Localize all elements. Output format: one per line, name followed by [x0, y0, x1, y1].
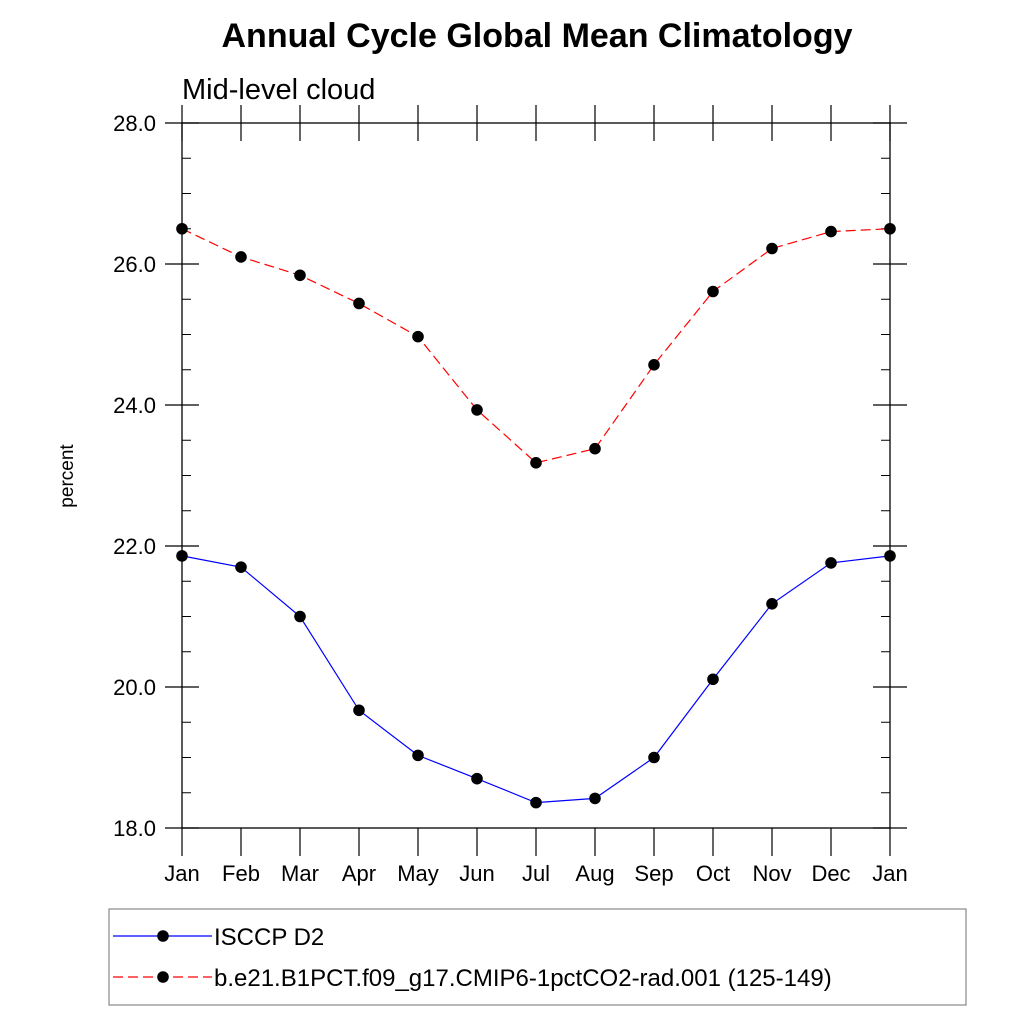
data-point [766, 242, 778, 255]
legend-label-1: ISCCP D2 [214, 924, 324, 951]
data-point [530, 796, 542, 809]
data-point [353, 297, 365, 310]
legend-marker [157, 971, 169, 983]
data-point [294, 610, 306, 623]
y-tick-label: 24.0 [113, 393, 156, 418]
data-point [884, 550, 896, 562]
data-point [176, 222, 188, 235]
data-point [825, 225, 837, 238]
x-tick-label: Aug [575, 861, 614, 886]
x-tick-label: Nov [752, 861, 791, 886]
data-point [471, 404, 483, 416]
y-tick-label: 18.0 [113, 816, 156, 841]
plot-frame [181, 122, 891, 829]
y-tick-label: 20.0 [113, 675, 156, 700]
x-tick-label: Jun [459, 861, 494, 886]
data-point [412, 749, 424, 762]
legend: ISCCP D2 b.e21.B1PCT.f09_g17.CMIP6-1pctCO… [108, 908, 967, 1006]
data-point [766, 598, 778, 610]
x-tick-label: May [397, 861, 439, 886]
x-tick-label: Jan [164, 861, 199, 886]
y-axis-label: percent [57, 444, 78, 508]
x-tick-label: Feb [222, 861, 260, 886]
data-point [884, 222, 896, 235]
x-tick-label: Oct [696, 861, 730, 886]
data-point [235, 251, 247, 263]
x-tick-label: Sep [634, 861, 673, 886]
data-point [648, 359, 660, 371]
series-line-2 [181, 228, 891, 464]
legend-box [108, 908, 967, 1006]
data-point [707, 285, 719, 298]
legend-marker [157, 930, 169, 942]
data-point [294, 269, 306, 282]
plot-axes: 18.0 20.0 22.0 24.0 26.0 28.0 Jan Feb Mar Apr May J… [113, 105, 908, 886]
data-point [589, 442, 601, 455]
x-tick-label: Dec [811, 861, 850, 886]
y-tick-label: 26.0 [113, 252, 156, 277]
legend-label-2: b.e21.B1PCT.f09_g17.CMIP6-1pctCO2-rad.00… [214, 965, 832, 992]
data-point [530, 457, 542, 469]
data-point [471, 772, 483, 785]
data-point [825, 557, 837, 569]
x-tick-label: Jan [872, 861, 907, 886]
x-tick-label: Jul [522, 861, 550, 886]
y-tick-label: 22.0 [113, 534, 156, 559]
data-point [707, 673, 719, 686]
data-point [648, 751, 660, 764]
series-layer [176, 222, 896, 809]
x-tick-label: Apr [342, 861, 376, 886]
x-tick-label: Mar [281, 861, 319, 886]
data-point [176, 550, 188, 562]
y-tick-label: 28.0 [113, 111, 156, 136]
chart-title: Annual Cycle Global Mean Climatology [222, 17, 853, 55]
data-point [235, 561, 247, 573]
data-point [353, 704, 365, 717]
chart-subtitle: Mid-level cloud [182, 74, 375, 106]
data-point [412, 330, 424, 343]
series-line-1 [181, 555, 891, 804]
data-point [589, 792, 601, 805]
